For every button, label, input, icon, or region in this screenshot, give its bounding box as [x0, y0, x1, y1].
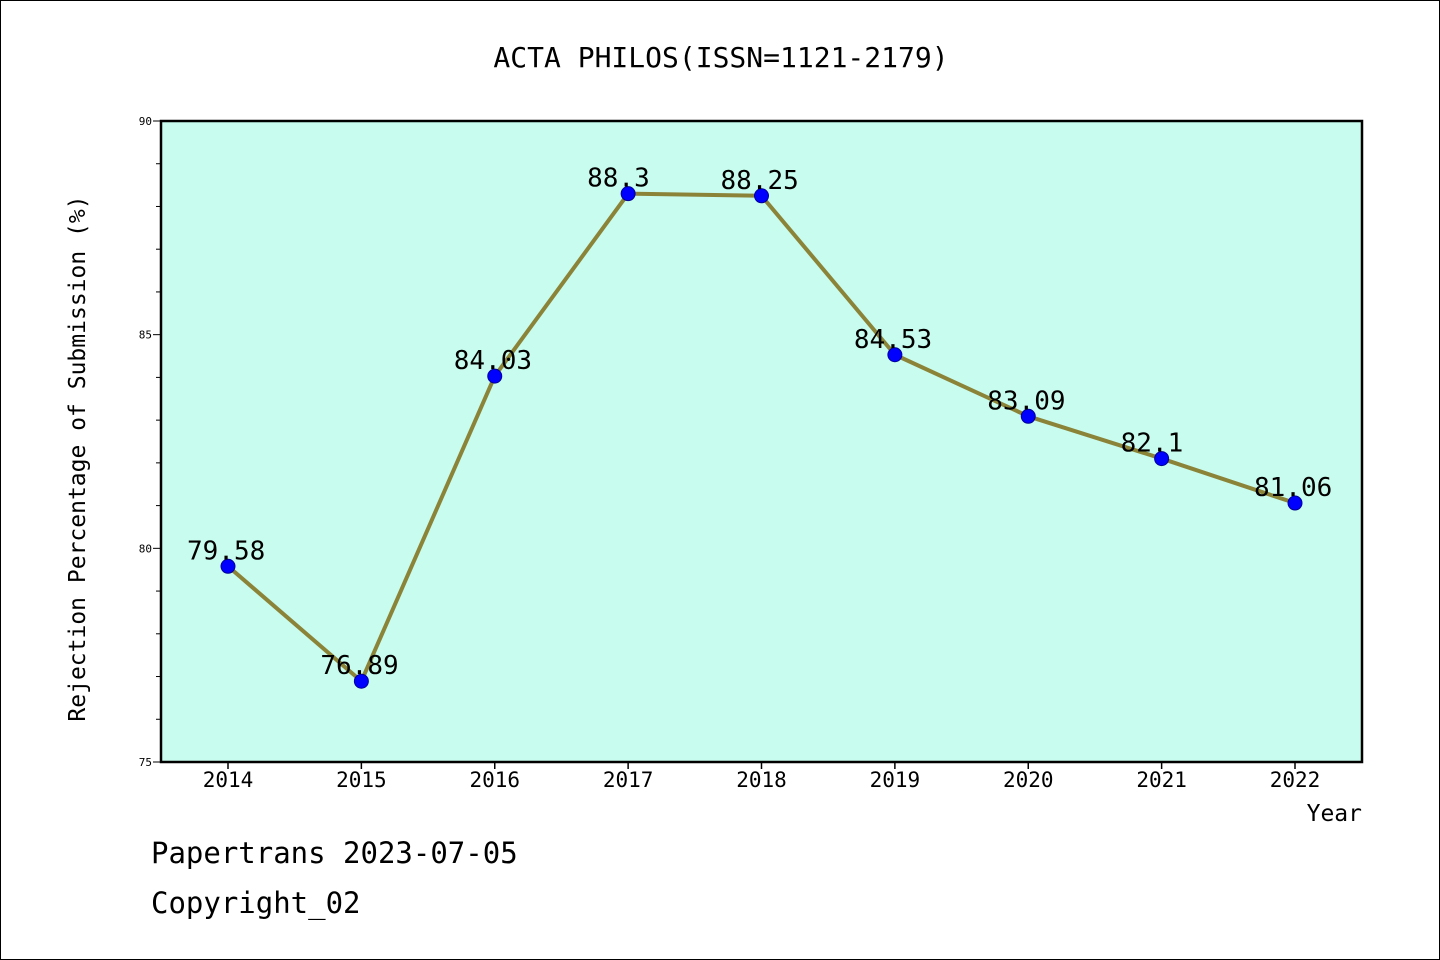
data-point	[1287, 495, 1303, 511]
data-label: 84.03	[454, 346, 532, 376]
data-point	[487, 368, 503, 384]
data-label: 88.3	[587, 164, 650, 194]
plot-frame	[159, 119, 1364, 764]
y-tick-label: 80	[139, 542, 152, 555]
y-tick-label: 85	[139, 329, 152, 342]
data-point	[1154, 451, 1170, 467]
x-tick-label: 2014	[203, 768, 254, 792]
data-point	[220, 558, 236, 574]
data-label: 81.06	[1254, 473, 1332, 503]
x-tick-label: 2016	[469, 768, 520, 792]
data-label: 79.58	[187, 536, 265, 566]
data-point	[887, 347, 903, 363]
x-tick-label: 2015	[336, 768, 387, 792]
x-tick-label: 2020	[1003, 768, 1054, 792]
data-label: 88.25	[721, 166, 799, 196]
y-tick-label: 75	[139, 756, 152, 769]
y-axis-label: Rejection Percentage of Submission (%)	[65, 195, 91, 721]
data-label: 84.53	[854, 325, 932, 355]
footer-copyright: Copyright_02	[151, 886, 361, 920]
x-tick-label: 2019	[870, 768, 921, 792]
data-point	[754, 188, 769, 204]
chart-title: ACTA PHILOS(ISSN=1121-2179)	[493, 41, 948, 74]
y-tick-label: 90	[139, 115, 152, 128]
data-label: 82.1	[1121, 429, 1184, 459]
x-axis-label: Year	[1307, 801, 1362, 827]
x-tick-label: 2017	[603, 768, 654, 792]
data-point	[353, 673, 369, 689]
data-point	[620, 186, 636, 202]
x-tick-label: 2018	[736, 768, 787, 792]
plot-area	[161, 121, 1362, 762]
footer-credit: Papertrans 2023-07-05	[151, 836, 518, 870]
x-tick-label: 2022	[1270, 768, 1321, 792]
x-tick-label: 2021	[1136, 768, 1187, 792]
data-point	[1020, 408, 1036, 424]
data-label: 83.09	[987, 386, 1065, 416]
data-label: 76.89	[320, 651, 398, 681]
